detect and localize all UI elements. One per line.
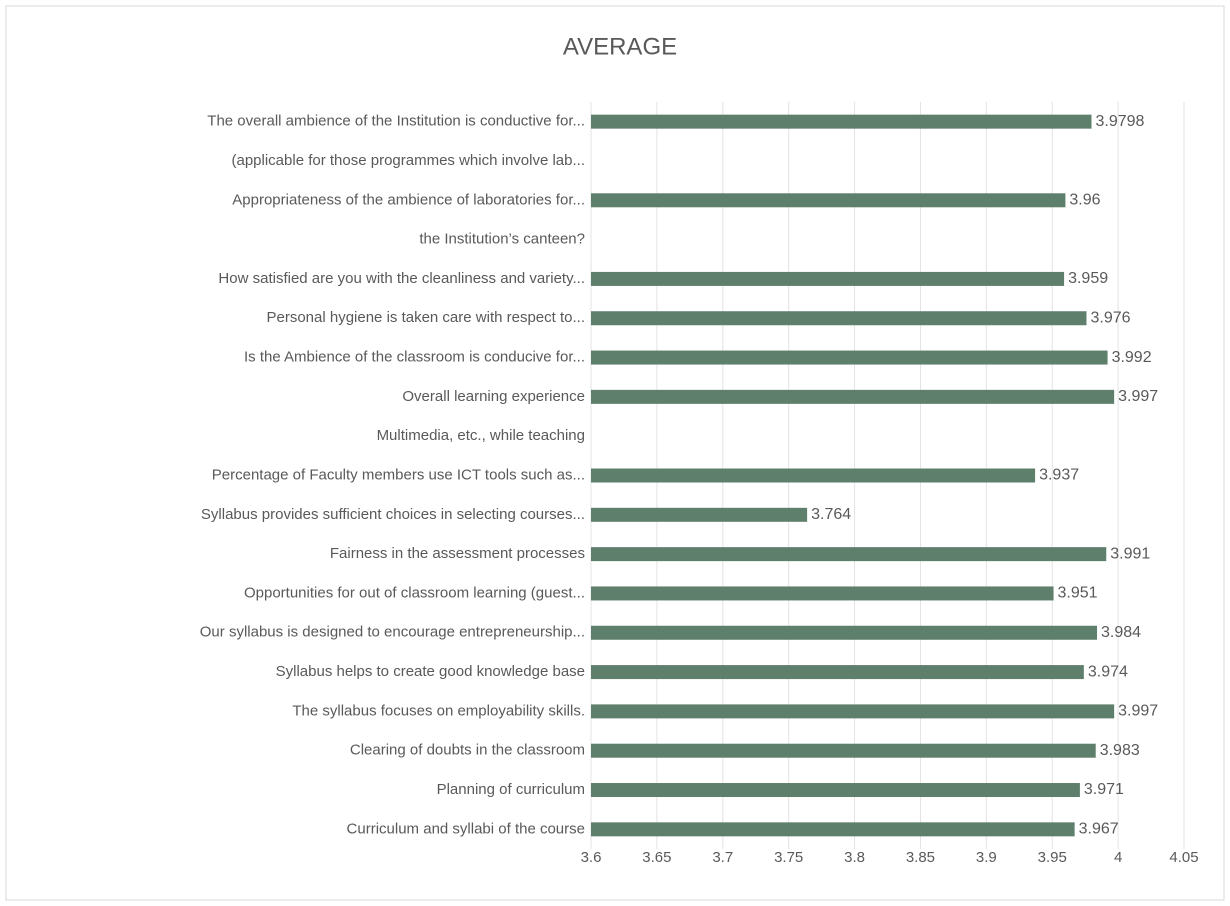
x-tick-label: 3.7: [712, 849, 733, 866]
bar: [591, 783, 1080, 798]
chart-title: AVERAGE: [563, 33, 677, 60]
bar: [591, 704, 1115, 719]
value-label: 3.959: [1068, 270, 1108, 287]
y-tick-label: Is the Ambience of the classroom is cond…: [244, 349, 585, 366]
y-tick-label: The syllabus focuses on employability sk…: [292, 702, 585, 719]
y-tick-label: Overall learning experience: [402, 388, 585, 405]
bar: [591, 547, 1107, 562]
bar: [591, 586, 1054, 601]
value-label: 3.983: [1100, 742, 1140, 759]
bar: [591, 822, 1075, 837]
value-label: 3.974: [1088, 663, 1128, 680]
x-tick-label: 3.6: [581, 849, 602, 866]
bar: [591, 507, 808, 522]
bar: [591, 743, 1096, 758]
y-tick-label: Syllabus provides sufficient choices in …: [201, 506, 585, 523]
y-tick-label: Personal hygiene is taken care with resp…: [266, 309, 585, 326]
y-tick-label: How satisfied are you with the cleanline…: [218, 270, 585, 287]
value-label: 3.976: [1090, 309, 1130, 326]
x-tick-label: 4: [1114, 849, 1122, 866]
bar: [591, 114, 1092, 129]
value-label: 3.967: [1079, 821, 1119, 838]
y-tick-label: The overall ambience of the Institution …: [207, 113, 585, 130]
x-tick-label: 3.75: [774, 849, 803, 866]
y-tick-label: Our syllabus is designed to encourage en…: [200, 624, 585, 641]
value-label: 3.764: [811, 506, 851, 523]
y-tick-label: the Institution’s canteen?: [419, 231, 585, 248]
bar: [591, 311, 1087, 326]
bar: [591, 389, 1115, 404]
x-tick-label: 4.05: [1169, 849, 1198, 866]
bar: [591, 468, 1036, 483]
x-tick-label: 3.85: [906, 849, 935, 866]
bar: [591, 665, 1084, 680]
y-tick-label: Clearing of doubts in the classroom: [350, 742, 585, 759]
x-tick-label: 3.9: [976, 849, 997, 866]
bar: [591, 350, 1108, 365]
chart-border: [5, 5, 1225, 901]
y-tick-label: Syllabus helps to create good knowledge …: [276, 663, 585, 680]
bar: [591, 625, 1098, 640]
value-label: 3.951: [1058, 585, 1098, 602]
bar: [591, 193, 1066, 208]
value-label: 3.9798: [1095, 113, 1144, 130]
y-tick-label: (applicable for those programmes which i…: [231, 152, 585, 169]
x-tick-label: 3.8: [844, 849, 865, 866]
y-tick-label: Multimedia, etc., while teaching: [377, 427, 585, 444]
value-label: 3.984: [1101, 624, 1141, 641]
value-label: 3.997: [1118, 388, 1158, 405]
y-tick-label: Appropriateness of the ambience of labor…: [232, 191, 585, 208]
x-tick-label: 3.95: [1038, 849, 1067, 866]
value-label: 3.997: [1118, 703, 1158, 720]
value-label: 3.96: [1069, 192, 1100, 209]
value-label: 3.971: [1084, 781, 1124, 798]
value-label: 3.937: [1039, 467, 1079, 484]
bar: [591, 271, 1065, 286]
y-tick-label: Curriculum and syllabi of the course: [347, 820, 585, 837]
y-tick-label: Planning of curriculum: [437, 781, 585, 798]
y-tick-label: Percentage of Faculty members use ICT to…: [212, 466, 585, 483]
x-tick-label: 3.65: [642, 849, 671, 866]
value-label: 3.992: [1112, 349, 1152, 366]
y-tick-label: Fairness in the assessment processes: [330, 545, 585, 562]
value-label: 3.991: [1110, 545, 1150, 562]
y-tick-label: Opportunities for out of classroom learn…: [244, 584, 585, 601]
